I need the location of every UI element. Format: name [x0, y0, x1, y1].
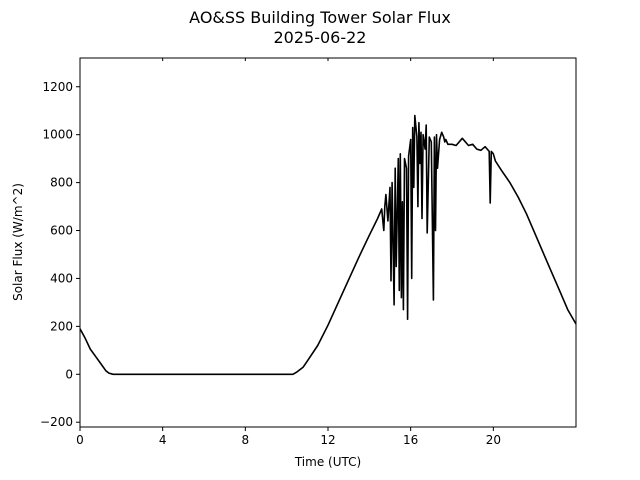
top-axis-ticks	[79, 58, 494, 61]
y-tick-label: 400	[50, 271, 73, 285]
y-tick-label: 600	[50, 224, 73, 238]
y-axis-ticks: −200 0 200 400 600 800 1000 1200	[40, 80, 80, 429]
y-tick-label: 800	[50, 176, 73, 190]
x-axis-label: Time (UTC)	[294, 455, 361, 469]
y-tick-label: 1200	[42, 80, 73, 94]
x-tick-label: 16	[403, 433, 418, 447]
x-axis-ticks: 0 4 8 12 16 20	[76, 427, 501, 447]
y-axis-label: Solar Flux (W/m^2)	[11, 183, 25, 301]
x-tick-label: 4	[159, 433, 167, 447]
x-tick-label: 0	[76, 433, 84, 447]
x-tick-label: 8	[242, 433, 250, 447]
chart-title: AO&SS Building Tower Solar Flux	[189, 8, 451, 27]
y-tick-label: −200	[40, 415, 73, 429]
plot-area-frame	[79, 57, 577, 428]
chart-title-block: AO&SS Building Tower Solar Flux 2025-06-…	[0, 8, 640, 48]
solar-flux-line	[79, 114, 577, 376]
chart-subtitle: 2025-06-22	[273, 28, 367, 47]
y-tick-label: 200	[50, 319, 73, 333]
y-tick-label: 1000	[42, 128, 73, 142]
y-tick-label: 0	[65, 367, 73, 381]
x-tick-label: 20	[486, 433, 501, 447]
x-tick-label: 12	[320, 433, 335, 447]
